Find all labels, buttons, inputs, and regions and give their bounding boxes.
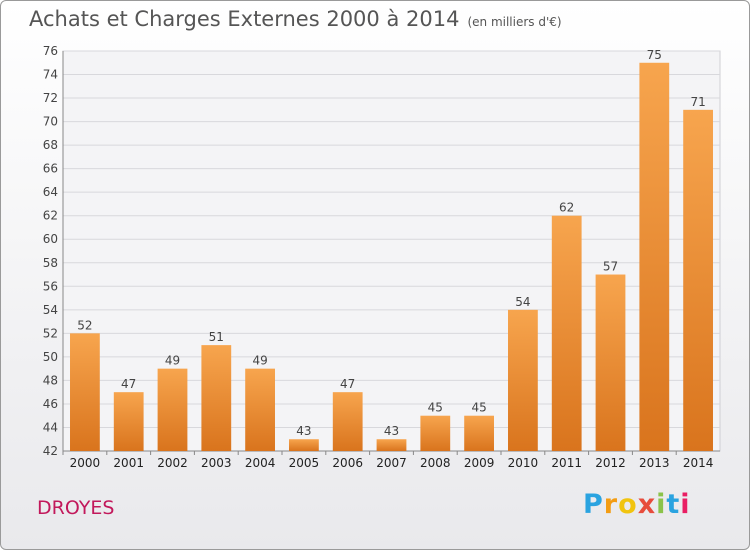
bar-2006 — [332, 392, 363, 451]
x-tick-label: 2013 — [639, 456, 670, 470]
y-tick-label: 60 — [43, 232, 58, 246]
x-tick-label: 2006 — [332, 456, 363, 470]
data-label-2009: 45 — [471, 401, 486, 415]
x-tick-label: 2007 — [376, 456, 407, 470]
bar-2000 — [70, 333, 100, 451]
x-tick-label: 2005 — [289, 456, 320, 470]
bar-2011 — [551, 215, 582, 451]
y-tick-label: 44 — [43, 420, 58, 434]
bar-2013 — [639, 62, 670, 451]
y-tick-label: 46 — [43, 397, 58, 411]
y-tick-label: 48 — [43, 373, 58, 387]
bar-2005 — [289, 439, 319, 451]
x-tick-label: 2010 — [508, 456, 539, 470]
place-name: DROYES — [37, 497, 115, 519]
bar-2003 — [201, 345, 232, 451]
y-tick-label: 58 — [43, 256, 58, 270]
y-tick-label: 66 — [43, 162, 58, 176]
x-tick-label: 2003 — [201, 456, 232, 470]
x-tick-label: 2008 — [420, 456, 451, 470]
logo-letter: P — [583, 489, 604, 520]
data-label-2014: 71 — [690, 95, 705, 109]
logo-letter: i — [656, 489, 667, 520]
x-tick-label: 2004 — [245, 456, 276, 470]
logo-letter: x — [637, 489, 657, 520]
data-label-2008: 45 — [428, 401, 443, 415]
bar-2007 — [376, 439, 407, 451]
x-tick-label: 2012 — [595, 456, 626, 470]
data-label-2004: 49 — [252, 354, 267, 368]
chart-subtitle: (en milliers d'€) — [467, 15, 562, 29]
x-tick-label: 2014 — [683, 456, 714, 470]
data-label-2013: 75 — [647, 48, 662, 62]
bar-2012 — [595, 274, 626, 451]
y-tick-label: 42 — [43, 444, 58, 458]
x-tick-label: 2011 — [551, 456, 582, 470]
data-label-2005: 43 — [296, 424, 311, 438]
bar-2004 — [245, 368, 275, 451]
y-tick-label: 54 — [43, 303, 58, 317]
y-tick-label: 52 — [43, 326, 58, 340]
y-tick-label: 76 — [43, 44, 58, 58]
data-label-2011: 62 — [559, 201, 574, 215]
bar-2001 — [113, 392, 144, 451]
y-tick-label: 64 — [43, 185, 58, 199]
x-tick-label: 2000 — [70, 456, 101, 470]
data-label-2002: 49 — [165, 354, 180, 368]
data-label-2003: 51 — [209, 330, 224, 344]
data-label-2006: 47 — [340, 377, 355, 391]
y-tick-label: 50 — [43, 350, 58, 364]
x-tick-label: 2009 — [464, 456, 495, 470]
chart-title: Achats et Charges Externes 2000 à 2014 (e… — [29, 7, 562, 31]
bar-2010 — [508, 309, 538, 451]
y-tick-label: 56 — [43, 279, 58, 293]
y-tick-label: 68 — [43, 138, 58, 152]
logo-letter: i — [680, 489, 691, 520]
data-label-2000: 52 — [77, 318, 92, 332]
logo-letter: o — [618, 489, 638, 520]
bar-2002 — [157, 368, 188, 451]
y-tick-label: 74 — [43, 68, 58, 82]
logo-letter: t — [666, 489, 681, 520]
x-tick-label: 2002 — [157, 456, 188, 470]
data-label-2007: 43 — [384, 424, 399, 438]
data-label-2010: 54 — [515, 295, 530, 309]
data-label-2001: 47 — [121, 377, 136, 391]
proxiti-logo: Proxiti — [583, 489, 691, 520]
logo-letter: r — [603, 489, 619, 520]
x-tick-label: 2001 — [113, 456, 144, 470]
bar-2009 — [464, 415, 494, 451]
y-tick-label: 72 — [43, 91, 58, 105]
y-tick-label: 70 — [43, 115, 58, 129]
y-tick-label: 62 — [43, 209, 58, 223]
bar-2014 — [683, 109, 713, 451]
data-label-2012: 57 — [603, 260, 618, 274]
bar-2008 — [420, 415, 451, 451]
